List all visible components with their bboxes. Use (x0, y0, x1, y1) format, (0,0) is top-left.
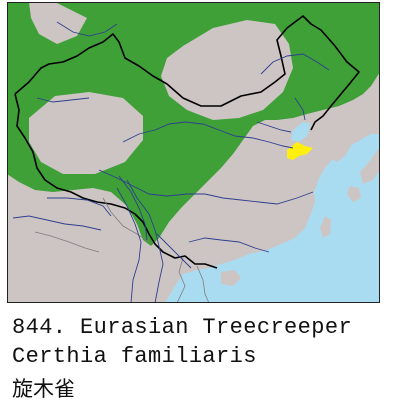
map-frame (7, 2, 380, 303)
land-kyushu (347, 186, 361, 202)
land-japan (360, 148, 380, 184)
highlight-region (287, 142, 313, 160)
province-line-3 (196, 265, 210, 303)
river-mekong (126, 179, 164, 303)
river-yangtze (98, 169, 314, 205)
country-border-south (14, 93, 218, 269)
chinese-name: 旋木雀 (12, 377, 75, 401)
land-hainan (221, 270, 241, 286)
river-tarim (36, 97, 90, 103)
sea-bohai (291, 122, 311, 142)
river-hai (256, 121, 292, 133)
scientific-name: Certhia familiaris (12, 344, 257, 369)
river-liao (294, 97, 306, 121)
river-ganges (12, 215, 102, 231)
province-line-4 (34, 231, 100, 253)
river-brahmaputra (47, 197, 112, 217)
land-korea (323, 110, 353, 162)
range-map (7, 2, 380, 303)
river-pearl (188, 237, 270, 253)
river-salween (116, 187, 142, 303)
river-red (156, 233, 192, 269)
country-border (14, 15, 360, 131)
province-line-2 (176, 257, 186, 303)
river-irtysh (56, 21, 118, 37)
river-amur (260, 53, 330, 75)
land-taiwan (320, 216, 331, 238)
river-yellow (122, 121, 294, 149)
species-title: 844. Eurasian Treecreeper (12, 315, 353, 340)
range-gap-mongolia (161, 20, 293, 120)
range-gap-tibet (29, 92, 143, 174)
province-line-1 (102, 197, 150, 243)
river-jinsha (118, 175, 148, 241)
